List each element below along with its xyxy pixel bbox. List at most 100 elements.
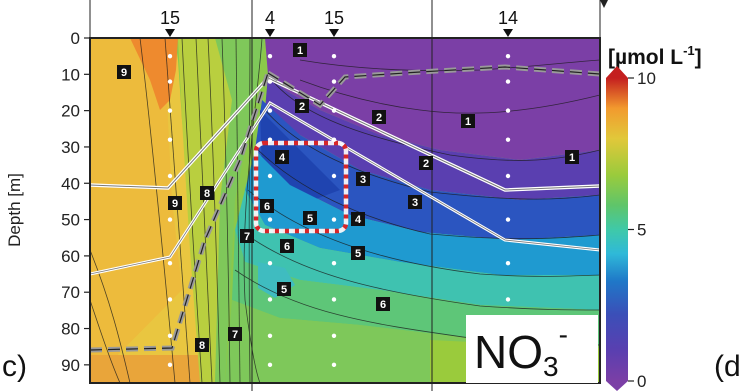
sample-point	[505, 108, 511, 113]
y-tick-label: 20	[61, 102, 80, 121]
y-tick-label: 90	[61, 356, 80, 375]
svg-text:5: 5	[307, 213, 313, 225]
sample-point	[267, 333, 273, 338]
svg-text:2: 2	[299, 101, 305, 113]
svg-text:4: 4	[355, 214, 362, 226]
sample-point	[267, 260, 273, 266]
station-label: 14	[498, 8, 518, 28]
svg-text:9: 9	[121, 67, 127, 79]
sample-point	[505, 173, 511, 179]
svg-text:5: 5	[355, 248, 361, 260]
water-mass-label: 6	[280, 239, 294, 253]
sample-point	[331, 333, 337, 338]
sample-point	[167, 108, 173, 113]
plot-frame	[89, 37, 601, 384]
y-tick-label: 10	[61, 65, 80, 84]
svg-text:6: 6	[284, 241, 290, 253]
sample-point	[331, 260, 337, 266]
station-label: 4	[265, 8, 275, 28]
variable-main: NO	[474, 326, 543, 378]
sample-point	[505, 79, 511, 84]
sample-points	[167, 53, 511, 368]
variable-label: NO3-	[466, 315, 598, 383]
variable-subscript: 3	[543, 351, 559, 382]
station-marker-icon	[165, 29, 175, 37]
sample-point	[167, 137, 173, 142]
y-tick-label: 80	[61, 320, 80, 339]
water-mass-label: 5	[351, 246, 365, 260]
sample-point	[267, 217, 273, 222]
lower-white-boundary-edge	[90, 102, 600, 275]
svg-text:1: 1	[465, 116, 471, 128]
svg-text:9: 9	[172, 198, 178, 210]
water-mass-label: 8	[200, 186, 214, 200]
water-mass-label: 1	[565, 150, 579, 164]
sample-point	[167, 79, 173, 84]
water-mass-label: 2	[372, 110, 386, 124]
svg-text:7: 7	[244, 231, 250, 243]
variable-superscript: -	[559, 319, 568, 350]
svg-text:8: 8	[204, 188, 210, 200]
sample-point	[167, 297, 173, 302]
station-label: 15	[324, 8, 344, 28]
sample-point	[267, 137, 273, 142]
y-axis: 0 10 20 30 40 50 60 70 80 90	[61, 29, 90, 375]
water-mass-label: 3	[408, 195, 422, 209]
water-mass-label: 7	[240, 229, 254, 243]
colorbar-bottom-arrow	[606, 381, 628, 391]
sample-point	[331, 217, 337, 222]
water-mass-label: 8	[195, 338, 209, 352]
sample-point	[167, 260, 173, 266]
station-label: 15	[160, 8, 180, 28]
svg-text:1: 1	[297, 45, 303, 57]
svg-text:6: 6	[264, 201, 270, 213]
y-tick-label: 0	[71, 29, 80, 48]
sample-point	[267, 79, 273, 84]
water-mass-label: 9	[117, 65, 131, 79]
panel-label-right: (d	[714, 350, 741, 383]
y-tick-label: 70	[61, 283, 80, 302]
sample-point	[331, 108, 337, 113]
colorbar-gradient	[606, 78, 628, 381]
water-mass-label: 2	[419, 156, 433, 170]
sample-point	[505, 217, 511, 222]
sample-point	[331, 297, 337, 302]
water-mass-label: 6	[376, 297, 390, 311]
y-tick-label: 30	[61, 138, 80, 157]
sample-point	[167, 173, 173, 179]
water-mass-boundaries	[90, 64, 600, 353]
colorbar: [µmol L-1] 10 5 0	[606, 43, 702, 391]
sample-point	[167, 217, 173, 222]
sample-point	[505, 53, 511, 59]
colorbar-tick-label: 5	[637, 221, 646, 240]
sample-point	[267, 173, 273, 179]
sample-point	[331, 137, 337, 142]
svg-text:5: 5	[281, 284, 287, 296]
sample-point	[505, 137, 511, 142]
sample-point	[505, 260, 511, 266]
svg-text:1: 1	[569, 152, 575, 164]
water-mass-label: 1	[293, 43, 307, 57]
colorbar-top-arrow	[606, 66, 628, 78]
sample-point	[331, 53, 337, 59]
station-marker-icon	[265, 29, 275, 37]
water-mass-label: 1	[461, 114, 475, 128]
svg-text:6: 6	[380, 299, 386, 311]
svg-text:3: 3	[412, 197, 418, 209]
y-axis-title: Depth [m]	[5, 173, 24, 247]
sample-point	[267, 362, 273, 368]
sample-point	[267, 297, 273, 302]
top-right-marker	[600, 0, 608, 8]
water-mass-labels: 1 1 1 2 2 2 3 3 4 4 5 5 5 6 6 6 7 7 8 8 9 9	[117, 43, 579, 352]
station-marker-icon	[503, 29, 513, 37]
y-tick-label: 60	[61, 247, 80, 266]
svg-text:2: 2	[376, 112, 382, 124]
svg-text:NO3-: NO3-	[474, 319, 568, 382]
station-labels: 15 4 15 14	[160, 8, 518, 37]
y-tick-label: 40	[61, 174, 80, 193]
svg-text:4: 4	[279, 152, 286, 164]
water-mass-label: 9	[168, 196, 182, 210]
water-mass-label: 6	[260, 199, 274, 213]
sample-point	[267, 53, 273, 59]
